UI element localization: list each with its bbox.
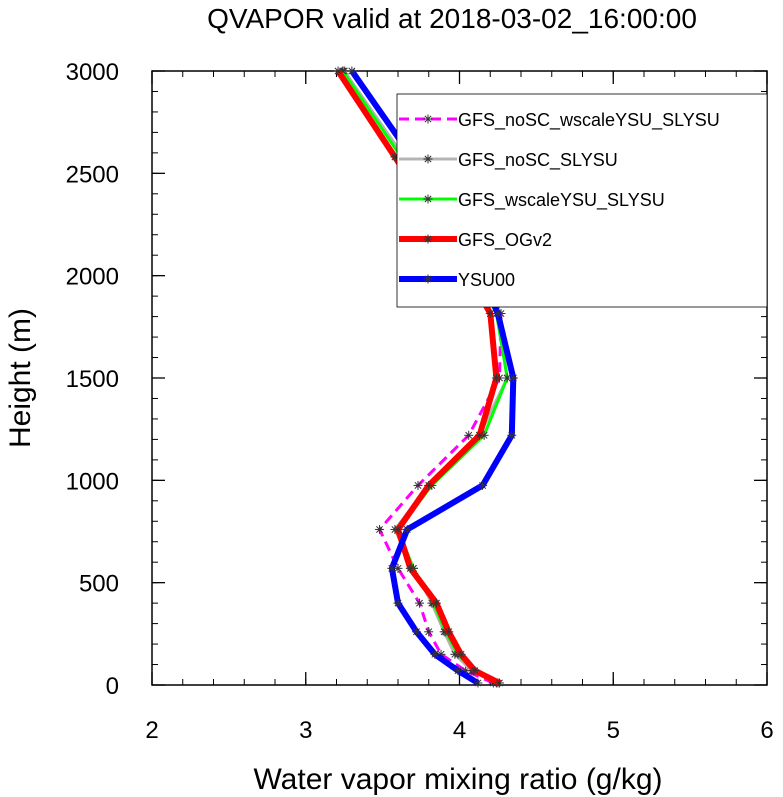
data-point bbox=[464, 430, 474, 440]
data-point bbox=[405, 563, 415, 573]
plot-frame bbox=[151, 70, 768, 686]
legend-marker bbox=[423, 114, 433, 124]
data-point bbox=[453, 666, 463, 676]
legend-label: GFS_noSC_wscaleYSU_SLYSU bbox=[458, 110, 720, 131]
y-tick-label: 3000 bbox=[66, 59, 119, 86]
legend-label: GFS_wscaleYSU_SLYSU bbox=[458, 190, 665, 211]
data-point bbox=[415, 598, 425, 608]
data-point bbox=[456, 649, 466, 659]
data-point bbox=[507, 430, 517, 440]
data-point bbox=[491, 373, 501, 383]
x-tick-label: 3 bbox=[299, 717, 312, 744]
data-point bbox=[375, 524, 385, 534]
legend-label: YSU00 bbox=[458, 270, 515, 290]
data-point bbox=[393, 524, 403, 534]
legend-item: GFS_OGv2 bbox=[399, 230, 552, 251]
y-tick-label: 1500 bbox=[66, 366, 119, 393]
legend-marker bbox=[423, 194, 433, 204]
data-point bbox=[431, 598, 441, 608]
y-axis-label: Height (m) bbox=[4, 308, 37, 448]
data-point bbox=[485, 309, 495, 319]
x-axis-label: Water vapor mixing ratio (g/kg) bbox=[253, 763, 662, 796]
data-point bbox=[424, 480, 434, 490]
data-point bbox=[413, 480, 423, 490]
data-point bbox=[444, 627, 454, 637]
legend-label: GFS_noSC_SLYSU bbox=[458, 150, 618, 171]
data-point bbox=[473, 678, 483, 688]
chart-title: QVAPOR valid at 2018-03-02_16:00:00 bbox=[207, 3, 697, 34]
legend-item: YSU00 bbox=[399, 270, 515, 290]
x-tick-label: 2 bbox=[145, 717, 158, 744]
data-point bbox=[508, 373, 518, 383]
data-point bbox=[430, 649, 440, 659]
plot-area: 2 3 4 5 6 0 500 1000 1500 2000 2500 3000 bbox=[66, 59, 774, 744]
data-point bbox=[393, 598, 403, 608]
legend: GFS_noSC_wscaleYSU_SLYSU GFS_noSC_SLYSU GF… bbox=[396, 93, 768, 308]
legend-marker bbox=[423, 154, 433, 164]
legend-marker bbox=[423, 274, 433, 284]
data-point bbox=[387, 563, 397, 573]
y-tick-label: 2000 bbox=[66, 264, 119, 291]
x-tick-label: 4 bbox=[453, 717, 466, 744]
legend-label: GFS_OGv2 bbox=[458, 230, 552, 251]
legend-item: GFS_wscaleYSU_SLYSU bbox=[399, 190, 665, 211]
data-point bbox=[333, 66, 343, 76]
data-point bbox=[474, 430, 484, 440]
x-tick-label: 6 bbox=[760, 717, 773, 744]
data-point bbox=[470, 666, 480, 676]
data-point bbox=[493, 309, 503, 319]
legend-item: GFS_noSC_SLYSU bbox=[399, 150, 618, 171]
data-point bbox=[424, 627, 434, 637]
y-tick-label: 2500 bbox=[66, 161, 119, 188]
data-point bbox=[411, 627, 421, 637]
data-point bbox=[494, 678, 504, 688]
y-tick-label: 1000 bbox=[66, 468, 119, 495]
y-tick-label: 0 bbox=[106, 673, 119, 700]
x-tick-label: 5 bbox=[607, 717, 620, 744]
legend-marker bbox=[423, 234, 433, 244]
legend-item: GFS_noSC_wscaleYSU_SLYSU bbox=[399, 110, 720, 131]
legend-box bbox=[396, 93, 768, 308]
data-point bbox=[478, 480, 488, 490]
y-tick-label: 500 bbox=[79, 571, 119, 598]
data-point bbox=[347, 66, 357, 76]
data-point bbox=[402, 524, 412, 534]
